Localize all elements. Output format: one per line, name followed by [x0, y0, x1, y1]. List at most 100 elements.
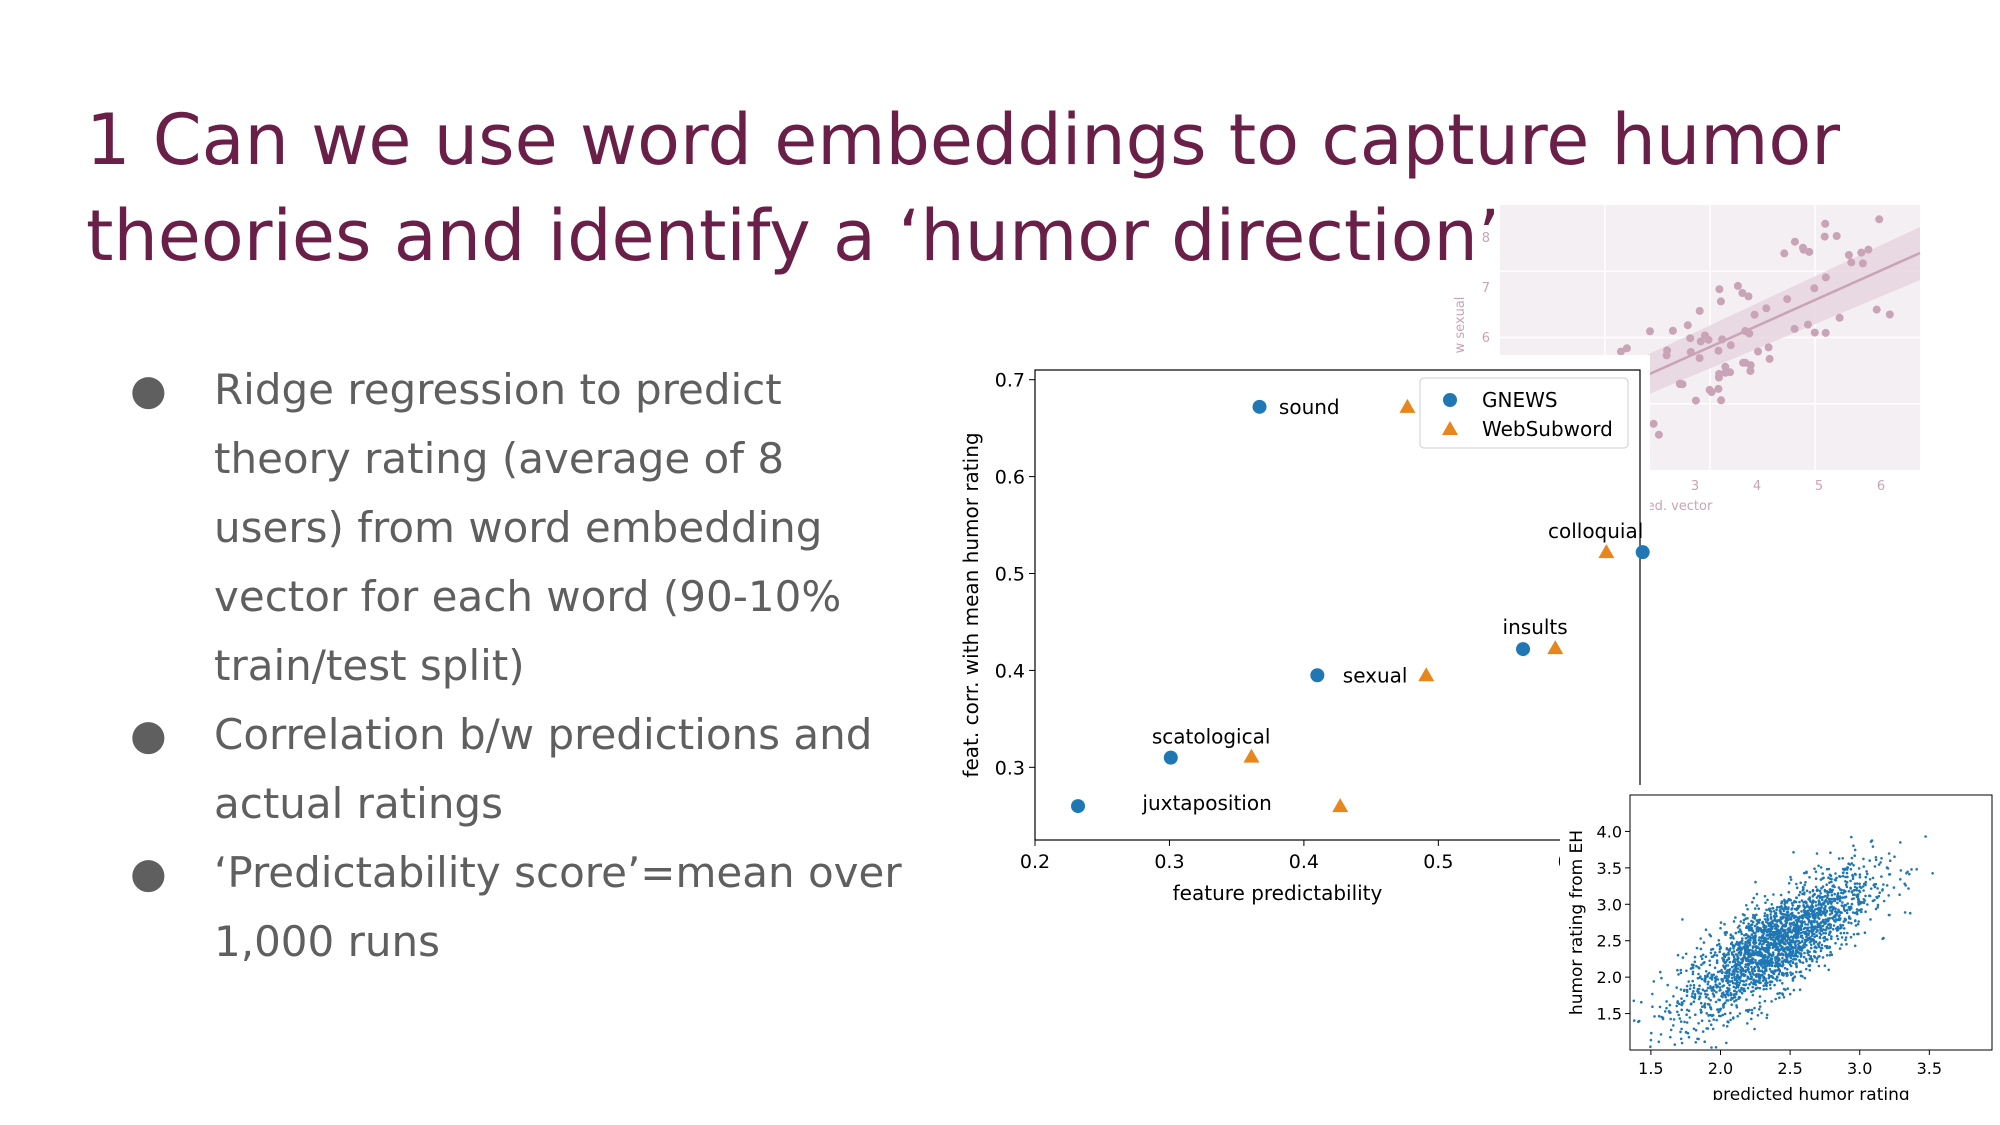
data-point — [1792, 851, 1795, 854]
data-point — [1724, 966, 1727, 969]
data-point — [1708, 959, 1711, 963]
x-tick-label: 0.2 — [1020, 851, 1050, 873]
data-point — [1800, 899, 1804, 902]
data-point — [1768, 931, 1772, 935]
data-point — [1821, 956, 1825, 959]
data-point — [1693, 960, 1697, 964]
data-point — [1809, 946, 1813, 950]
data-point — [1791, 958, 1795, 961]
data-point — [1765, 965, 1768, 968]
data-point — [1882, 883, 1885, 886]
data-point — [1748, 959, 1751, 963]
data-point — [1776, 935, 1780, 938]
data-point — [1800, 916, 1803, 919]
data-point — [1780, 900, 1784, 904]
data-point — [1772, 939, 1776, 942]
data-point — [1807, 950, 1811, 954]
data-point — [1779, 932, 1783, 935]
data-point — [1732, 989, 1736, 993]
data-point — [1813, 916, 1817, 920]
data-point — [1746, 926, 1750, 930]
data-point — [1669, 1017, 1672, 1021]
data-point — [1833, 915, 1837, 919]
data-point — [1732, 985, 1736, 989]
data-point — [1735, 998, 1738, 1002]
data-point — [1827, 876, 1830, 879]
data-point — [1736, 953, 1739, 957]
data-point — [1800, 924, 1804, 928]
data-point — [1778, 909, 1782, 913]
data-point — [1724, 995, 1727, 999]
data-point — [1834, 878, 1838, 882]
data-point — [1803, 911, 1806, 914]
data-point — [1899, 878, 1902, 881]
data-point — [1819, 949, 1823, 953]
data-point — [1745, 933, 1748, 937]
data-point — [1762, 976, 1766, 980]
data-point — [1807, 953, 1810, 957]
data-point — [1766, 941, 1770, 944]
data-point — [1692, 986, 1696, 990]
data-point — [1846, 902, 1849, 905]
point-annotation: sound — [1279, 395, 1340, 419]
data-point — [1775, 942, 1778, 945]
data-point — [1836, 937, 1840, 941]
data-point — [1807, 920, 1811, 924]
data-point — [1773, 964, 1777, 968]
data-point — [1794, 915, 1798, 918]
data-point — [1863, 931, 1867, 934]
gnews-point — [1310, 668, 1325, 683]
bullet-line: theory rating (average of 8 — [214, 434, 785, 483]
faded-data-point — [1754, 347, 1762, 356]
data-point — [1843, 927, 1846, 930]
data-point — [1839, 931, 1843, 935]
data-point — [1823, 890, 1827, 893]
data-point — [1774, 960, 1778, 964]
data-point — [1817, 955, 1820, 958]
data-point — [1825, 946, 1829, 950]
y-tick-label: 0.3 — [995, 757, 1025, 779]
data-point — [1835, 934, 1839, 938]
data-point — [1736, 964, 1739, 967]
data-point — [1697, 1037, 1700, 1041]
data-point — [1807, 938, 1810, 942]
data-point — [1691, 979, 1694, 983]
data-point — [1832, 897, 1836, 901]
faded-data-point — [1714, 346, 1723, 355]
data-point — [1843, 896, 1846, 899]
data-point — [1742, 921, 1745, 925]
data-point — [1845, 911, 1849, 915]
data-point — [1784, 932, 1788, 936]
data-point — [1809, 943, 1813, 947]
data-point — [1709, 1013, 1713, 1017]
data-point — [1775, 914, 1778, 918]
data-point — [1684, 952, 1688, 956]
faded-data-point — [1695, 354, 1704, 363]
data-point — [1750, 981, 1753, 984]
data-point — [1750, 923, 1754, 926]
data-point — [1836, 894, 1839, 898]
data-point — [1795, 928, 1798, 931]
data-point — [1797, 917, 1801, 921]
data-point — [1800, 940, 1804, 944]
faded-data-point — [1668, 326, 1677, 335]
data-point — [1824, 914, 1827, 917]
data-point — [1849, 879, 1852, 883]
data-point — [1710, 973, 1713, 977]
data-point — [1704, 970, 1708, 973]
data-point — [1852, 897, 1855, 900]
data-point — [1754, 941, 1758, 944]
data-point — [1712, 995, 1716, 998]
data-point — [1781, 925, 1784, 928]
data-point — [1885, 884, 1889, 887]
data-point — [1718, 945, 1722, 948]
data-point — [1814, 904, 1818, 907]
data-point — [1873, 865, 1877, 868]
data-point — [1753, 907, 1757, 910]
data-point — [1795, 886, 1799, 890]
data-point — [1728, 972, 1731, 975]
data-point — [1742, 918, 1746, 922]
data-point — [1770, 975, 1773, 978]
data-point — [1746, 986, 1750, 990]
legend-websubword-marker — [1442, 421, 1458, 435]
